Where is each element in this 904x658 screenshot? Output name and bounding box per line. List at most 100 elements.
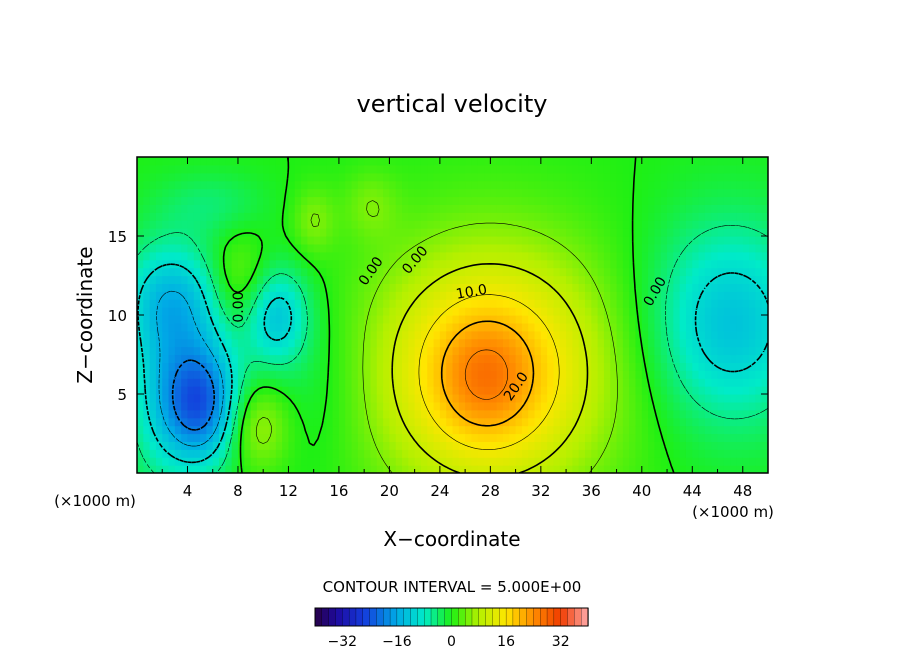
heatmap-cell <box>288 370 296 379</box>
heatmap-cell <box>219 180 226 190</box>
heatmap-cell <box>484 283 491 292</box>
heatmap-cell <box>326 362 334 371</box>
heatmap-cell <box>692 188 700 198</box>
heatmap-cell <box>219 275 226 284</box>
heatmap-cell <box>395 236 403 245</box>
heatmap-cell <box>496 267 504 277</box>
heatmap-cell <box>143 283 151 292</box>
heatmap-cell <box>420 465 428 473</box>
heatmap-cell <box>174 172 182 182</box>
heatmap-cell <box>383 346 390 356</box>
heatmap-cell <box>263 433 271 442</box>
heatmap-cell <box>137 307 144 316</box>
heatmap-cell <box>338 172 346 182</box>
heatmap-cell <box>603 172 611 182</box>
heatmap-cell <box>502 291 510 300</box>
heatmap-cell <box>660 417 668 427</box>
heatmap-cell <box>402 370 409 379</box>
heatmap-cell <box>585 457 592 466</box>
heatmap-cell <box>667 236 674 245</box>
heatmap-cell <box>502 394 510 403</box>
heatmap-cell <box>206 362 214 371</box>
heatmap-cell <box>364 220 372 229</box>
heatmap-cell <box>521 196 529 205</box>
heatmap-cell <box>553 433 561 442</box>
heatmap-cell <box>168 425 176 435</box>
heatmap-cell <box>345 433 353 442</box>
heatmap-cell <box>294 346 302 356</box>
heatmap-cell <box>578 354 586 363</box>
heatmap-cell <box>294 362 302 371</box>
heatmap-cell <box>723 394 731 403</box>
heatmap-cell <box>383 188 390 198</box>
heatmap-cell <box>711 370 719 379</box>
heatmap-cell <box>730 283 738 292</box>
heatmap-cell <box>364 196 372 205</box>
heatmap-cell <box>629 338 637 348</box>
heatmap-cell <box>244 433 252 442</box>
heatmap-cell <box>313 370 321 379</box>
heatmap-cell <box>155 330 163 340</box>
heatmap-cell <box>749 362 756 371</box>
heatmap-cell <box>370 188 378 198</box>
heatmap-cell <box>263 188 271 198</box>
heatmap-cell <box>471 212 479 221</box>
heatmap-cell <box>528 236 536 245</box>
heatmap-cell <box>181 228 189 237</box>
heatmap-cell <box>635 180 643 190</box>
heatmap-cell <box>351 275 359 284</box>
heatmap-cell <box>364 338 372 348</box>
heatmap-cell <box>490 362 498 371</box>
heatmap-cell <box>269 164 277 174</box>
heatmap-cell <box>301 243 308 253</box>
heatmap-cell <box>553 251 561 261</box>
heatmap-cell <box>206 291 214 300</box>
heatmap-cell <box>540 338 548 348</box>
heatmap-cell <box>471 394 479 403</box>
heatmap-cell <box>162 378 170 387</box>
heatmap-cell <box>237 204 245 213</box>
heatmap-cell <box>597 315 605 324</box>
heatmap-cell <box>761 394 768 403</box>
heatmap-cell <box>244 291 252 300</box>
heatmap-cell <box>193 267 201 277</box>
contour-line <box>391 263 589 473</box>
heatmap-cell <box>761 267 768 277</box>
heatmap-cell <box>471 330 479 340</box>
heatmap-cell <box>137 370 144 379</box>
heatmap-cell <box>553 299 561 308</box>
heatmap-cell <box>143 409 151 419</box>
heatmap-cell <box>673 259 681 269</box>
heatmap-cell <box>521 457 529 466</box>
heatmap-cell <box>465 362 473 371</box>
heatmap-cell <box>477 180 485 190</box>
heatmap-cell <box>616 417 624 427</box>
heatmap-cell <box>559 164 567 174</box>
heatmap-cell <box>742 251 750 261</box>
heatmap-cell <box>408 259 416 269</box>
heatmap-cell <box>212 236 220 245</box>
heatmap-cell <box>231 267 239 277</box>
heatmap-cell <box>149 401 157 411</box>
heatmap-cell <box>654 291 662 300</box>
heatmap-cell <box>219 465 226 473</box>
heatmap-cell <box>244 204 252 213</box>
heatmap-cell <box>496 425 504 435</box>
colorbar-swatch <box>492 607 500 627</box>
heatmap-cell <box>219 172 226 182</box>
heatmap-cell <box>471 457 479 466</box>
heatmap-cell <box>723 275 731 284</box>
heatmap-cell <box>332 362 340 371</box>
heatmap-cell <box>439 220 447 229</box>
heatmap-cell <box>282 172 290 182</box>
heatmap-cell <box>540 220 548 229</box>
heatmap-cell <box>408 417 416 427</box>
heatmap-cell <box>540 299 548 308</box>
heatmap-cell <box>414 401 422 411</box>
heatmap-cell <box>244 409 252 419</box>
heatmap-cell <box>326 220 334 229</box>
heatmap-cell <box>585 204 592 213</box>
contour-label-group: 0.00 <box>231 292 247 323</box>
heatmap-cell <box>256 299 264 308</box>
heatmap-cell <box>345 157 353 166</box>
